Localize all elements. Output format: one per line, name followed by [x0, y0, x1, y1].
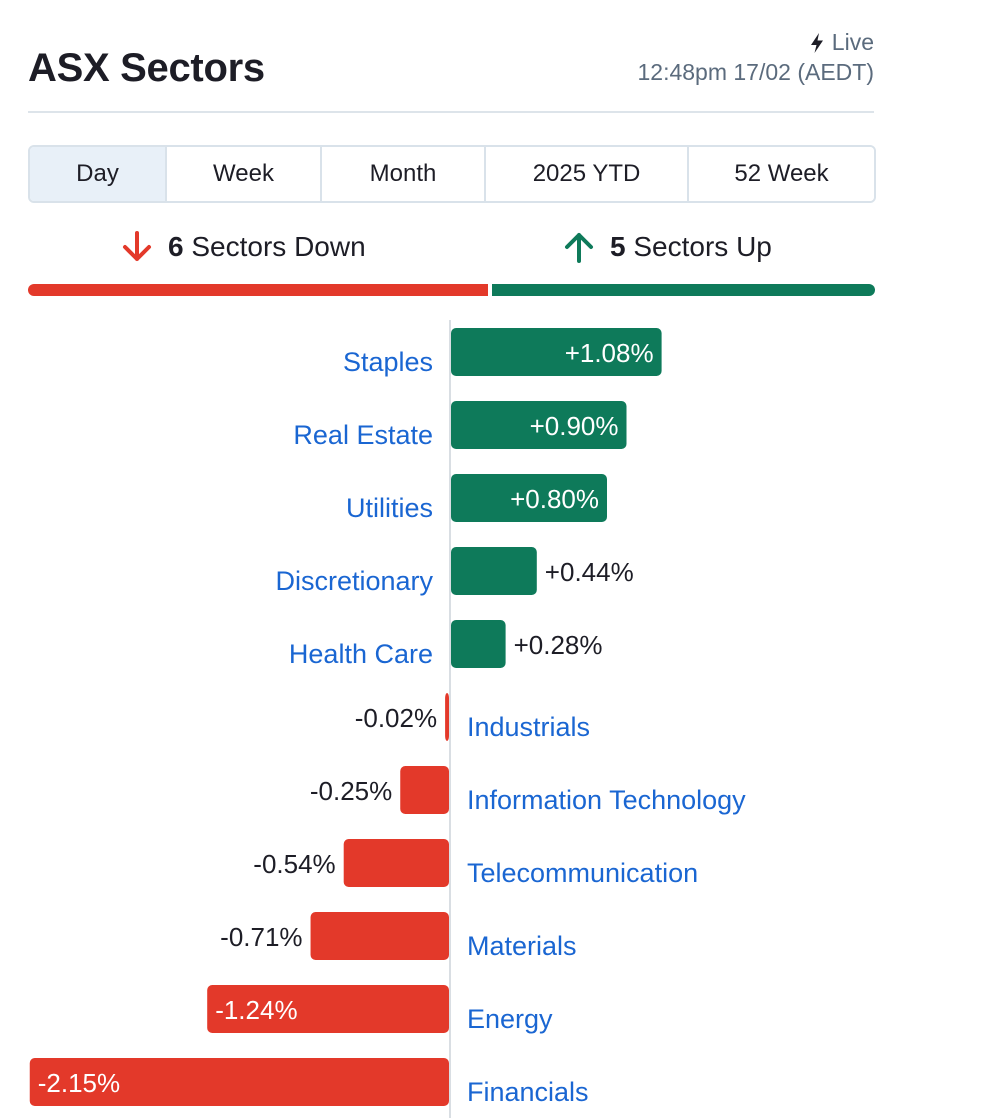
tab-52-week[interactable]: 52 Week: [689, 147, 874, 201]
bar-health-care: [451, 620, 506, 668]
sector-link-energy[interactable]: Energy: [467, 1004, 553, 1034]
value-label-health-care: +0.28%: [514, 630, 603, 660]
timestamp: 12:48pm 17/02 (AEDT): [637, 59, 874, 85]
sector-link-staples[interactable]: Staples: [343, 347, 433, 377]
value-label-real-estate: +0.90%: [530, 411, 619, 441]
value-label-discretionary: +0.44%: [545, 557, 634, 587]
live-label: Live: [831, 29, 874, 55]
sector-link-financials[interactable]: Financials: [467, 1077, 589, 1107]
sectors-down-summary: 6 Sectors Down: [120, 230, 366, 264]
header-divider: [28, 111, 874, 113]
sectors-up-count: 5: [610, 231, 626, 262]
sectors-up-summary: 5 Sectors Up: [562, 230, 772, 264]
tab-week[interactable]: Week: [167, 147, 322, 201]
sectors-down-count: 6: [168, 231, 184, 262]
sectors-down-ratio-bar: [28, 284, 488, 296]
sectors-down-label: Sectors Down: [191, 231, 366, 262]
sector-link-materials[interactable]: Materials: [467, 931, 577, 961]
value-label-energy: -1.24%: [215, 995, 297, 1025]
bar-discretionary: [451, 547, 537, 595]
value-label-industrials: -0.02%: [355, 703, 437, 733]
bar-real-estate: [451, 401, 627, 449]
lightning-icon: [810, 32, 823, 53]
bar-utilities: [451, 474, 607, 522]
value-label-telecommunication: -0.54%: [253, 849, 335, 879]
value-label-financials: -2.15%: [38, 1068, 120, 1098]
bar-telecommunication: [343, 839, 449, 887]
arrow-down-icon: [123, 231, 151, 261]
tab-month[interactable]: Month: [322, 147, 486, 201]
sector-link-real-estate[interactable]: Real Estate: [293, 420, 433, 450]
bar-staples: [451, 328, 662, 376]
sector-link-telecommunication[interactable]: Telecommunication: [467, 858, 698, 888]
tab-day[interactable]: Day: [30, 147, 167, 201]
bar-financials: [29, 1058, 449, 1106]
page-title: ASX Sectors: [28, 46, 265, 90]
sector-link-discretionary[interactable]: Discretionary: [275, 566, 433, 596]
sector-link-health-care[interactable]: Health Care: [289, 639, 433, 669]
value-label-information-technology: -0.25%: [310, 776, 392, 806]
sectors-up-ratio-bar: [492, 284, 875, 296]
live-indicator: Live: [808, 29, 874, 56]
value-label-materials: -0.71%: [220, 922, 302, 952]
tab-2025-ytd[interactable]: 2025 YTD: [486, 147, 689, 201]
sector-link-industrials[interactable]: Industrials: [467, 712, 590, 742]
bar-energy: [207, 985, 449, 1033]
chart-zero-axis: [449, 320, 451, 1118]
period-tabs: Day Week Month 2025 YTD 52 Week: [28, 145, 876, 203]
value-label-staples: +1.08%: [565, 338, 654, 368]
arrow-up-icon: [565, 233, 593, 263]
bar-information-technology: [400, 766, 449, 814]
sector-link-utilities[interactable]: Utilities: [346, 493, 433, 523]
value-label-utilities: +0.80%: [510, 484, 599, 514]
sectors-up-label: Sectors Up: [633, 231, 772, 262]
sector-link-information-technology[interactable]: Information Technology: [467, 785, 746, 815]
bar-materials: [310, 912, 449, 960]
